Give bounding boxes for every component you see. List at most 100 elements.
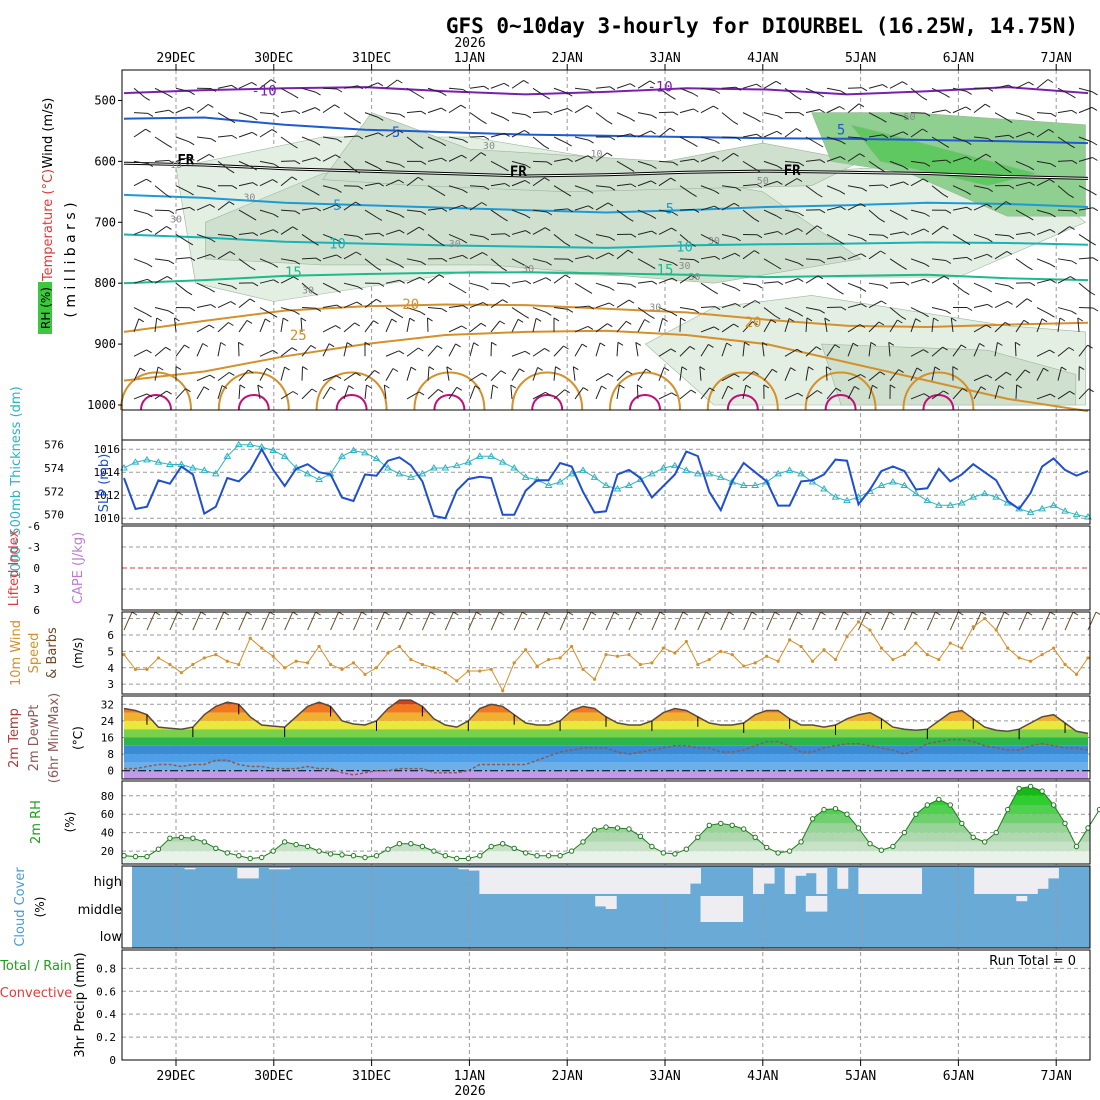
wind-barb — [322, 104, 335, 114]
rh-point — [350, 853, 357, 859]
cloud-cell-middle — [605, 896, 617, 909]
wind-barb-flag — [662, 317, 668, 322]
wind-barb-flag — [587, 189, 594, 194]
wind-barb — [280, 391, 294, 400]
wind-barb — [805, 136, 819, 145]
wind-barb-flag — [735, 303, 741, 307]
wind-barb-flag — [354, 169, 361, 174]
wind-barb — [994, 371, 1007, 382]
wind-barb — [868, 209, 881, 220]
wind10m-barb — [766, 611, 776, 631]
wind-barb-flag — [378, 132, 384, 137]
wind-barb — [1078, 234, 1091, 243]
wind-barb — [700, 282, 713, 292]
wind-barb-flag — [806, 317, 813, 322]
wind-barb — [826, 344, 836, 357]
cloud-cell-high — [974, 868, 986, 894]
wind10m-barb-flag — [430, 611, 436, 616]
wind-barb — [196, 203, 211, 211]
li-tick-label: 6 — [33, 604, 40, 617]
wind-barb-flag — [915, 318, 921, 323]
wind-barb-flag — [503, 167, 509, 172]
wind-barb-flag — [733, 202, 740, 207]
wind-speed-point — [810, 659, 815, 663]
wind-barb-flag — [826, 366, 832, 371]
wind-barb — [910, 278, 925, 284]
rh-point — [878, 847, 885, 853]
wind-speed-point — [351, 661, 356, 665]
cloud-cell-middle — [700, 896, 712, 922]
wind-barb-flag — [775, 265, 782, 270]
wind-barb-flag — [441, 308, 448, 313]
wind-barb — [196, 343, 204, 357]
wind-barb-flag — [314, 191, 320, 196]
wind-barb — [742, 160, 756, 170]
wind-barb — [595, 202, 609, 211]
wind-barb-flag — [373, 320, 379, 325]
wind10m-barb-flag — [223, 611, 230, 616]
wind-barb-flag — [1092, 257, 1099, 262]
wind-barb-flag — [651, 165, 657, 169]
wind-barb — [658, 87, 671, 97]
wind-barb — [847, 153, 860, 162]
wind-barb — [343, 85, 358, 89]
wind10m-barb-flag — [705, 611, 712, 616]
thickness-point — [579, 466, 587, 473]
wind-barb — [553, 208, 568, 211]
rh-point — [270, 848, 276, 854]
wind-barb-flag — [504, 283, 511, 288]
wind-speed-point — [283, 666, 287, 670]
wind-speed-point — [730, 653, 734, 657]
wind-barb-flag — [168, 260, 175, 265]
isotherm-30-loop — [413, 371, 486, 411]
wind-barb-flag — [428, 366, 435, 371]
wind10m-barb — [330, 611, 340, 631]
wind-barb — [301, 185, 315, 193]
wind10m-barb-flag — [131, 611, 138, 616]
wind-barb-flag — [713, 105, 719, 110]
wind-barb-flag — [945, 260, 952, 264]
wind10m-barb — [1064, 611, 1074, 631]
thickness-point — [693, 469, 702, 477]
wind-barb — [238, 182, 253, 187]
wind-barb-flag — [817, 143, 824, 148]
wind-barb — [574, 255, 589, 260]
wind-barb-flag — [966, 307, 973, 311]
wind-speed-point — [489, 667, 493, 672]
rh-point — [1027, 783, 1034, 790]
wind-barb-flag — [313, 241, 319, 246]
wind-barb-flag — [147, 213, 153, 218]
wind-barb — [1078, 282, 1091, 293]
wind-barb — [448, 254, 463, 260]
wind10m-barb — [513, 611, 523, 631]
wind-barb — [700, 326, 715, 333]
wind-barb-flag — [861, 237, 867, 242]
wind-barb-flag — [987, 188, 993, 193]
wind-barb — [574, 105, 588, 114]
wind-barb-flag — [754, 168, 761, 173]
wind-barb-flag — [1027, 266, 1033, 271]
wind-barb — [658, 160, 674, 163]
wind-barb-flag — [669, 127, 676, 132]
wind-barb — [889, 369, 899, 381]
wind-barb-flag — [1050, 213, 1056, 218]
rh-point — [982, 839, 988, 845]
wind-barb-flag — [879, 371, 886, 376]
wind-barb-flag — [840, 306, 847, 311]
wind-barb-flag — [839, 106, 845, 110]
wind-barb-flag — [418, 391, 425, 396]
wind-barb — [469, 282, 484, 288]
wind-barb — [784, 160, 799, 164]
wind-barb — [595, 302, 610, 309]
wind-barb — [322, 386, 331, 400]
wind-barb-flag — [409, 317, 415, 322]
wind-barb-flag — [335, 154, 341, 159]
wind-barb — [679, 274, 692, 284]
panel-bg-wind — [122, 612, 1090, 694]
wind-barb — [721, 373, 735, 382]
wind-barb — [973, 203, 987, 211]
wind10m-barb — [835, 611, 844, 631]
wind-barb-flag — [524, 350, 531, 355]
wind-barb-flag — [273, 163, 279, 168]
precip-tick-label: 0.8 — [96, 962, 116, 975]
